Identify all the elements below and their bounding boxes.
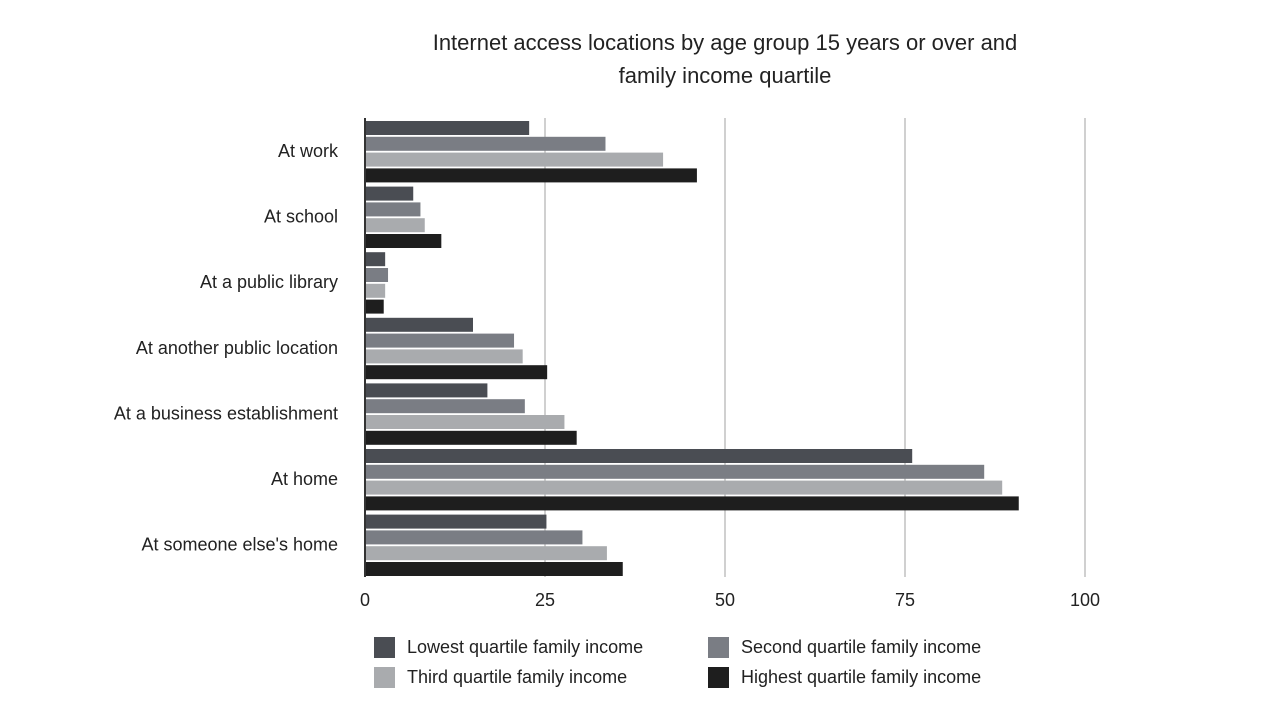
legend-label: Lowest quartile family income xyxy=(407,636,644,657)
bar xyxy=(365,383,488,398)
x-tick-label: 75 xyxy=(895,590,915,610)
category-label: At school xyxy=(264,207,338,227)
bar xyxy=(365,349,523,364)
bar xyxy=(365,415,565,429)
bar xyxy=(365,365,548,380)
bar xyxy=(365,530,583,545)
legend-item: Lowest quartile family income xyxy=(374,636,708,658)
bar xyxy=(365,168,697,183)
legend-swatch xyxy=(374,666,395,688)
bar xyxy=(365,464,985,479)
legend-label: Highest quartile family income xyxy=(741,666,982,687)
legend-label: Third quartile family income xyxy=(407,666,628,687)
category-label: At a public library xyxy=(200,272,338,292)
chart-title: Internet access locations by age group 1… xyxy=(350,26,1100,92)
chart-title-line-2: family income quartile xyxy=(618,63,832,88)
bar xyxy=(365,218,425,233)
legend-item: Highest quartile family income xyxy=(708,666,1042,688)
bar xyxy=(365,136,606,151)
bar xyxy=(365,399,525,414)
x-tick-label: 100 xyxy=(1070,590,1100,610)
chart-legend: Lowest quartile family income Second quar… xyxy=(374,636,1054,688)
x-tick-label: 25 xyxy=(535,590,555,610)
category-label: At another public location xyxy=(136,338,338,358)
legend-item: Second quartile family income xyxy=(708,636,1042,658)
x-tick-label: 0 xyxy=(360,590,370,610)
category-label: At work xyxy=(278,141,339,161)
bar xyxy=(365,283,386,298)
bar xyxy=(365,514,547,529)
bar xyxy=(365,268,389,282)
bar xyxy=(365,496,1019,511)
bar xyxy=(365,186,414,201)
bar xyxy=(365,299,384,314)
bar xyxy=(365,562,623,576)
x-tick-label: 50 xyxy=(715,590,735,610)
bar xyxy=(365,546,607,561)
legend-swatch xyxy=(708,636,729,658)
bar xyxy=(365,121,530,135)
bar xyxy=(365,430,577,445)
category-label: At home xyxy=(271,469,338,489)
legend-swatch xyxy=(708,666,729,688)
category-label: At a business establishment xyxy=(114,403,338,423)
legend-label: Second quartile family income xyxy=(741,636,982,657)
bar xyxy=(365,202,421,217)
bar xyxy=(365,449,913,463)
bar xyxy=(365,152,664,167)
bar xyxy=(365,333,515,348)
bar xyxy=(365,252,386,267)
chart-title-line-1: Internet access locations by age group 1… xyxy=(432,30,1018,55)
bar xyxy=(365,234,442,248)
category-label: At someone else's home xyxy=(141,535,338,555)
bar xyxy=(365,317,473,332)
legend-swatch xyxy=(374,636,395,658)
bar xyxy=(365,480,1003,495)
legend-item: Third quartile family income xyxy=(374,666,708,688)
